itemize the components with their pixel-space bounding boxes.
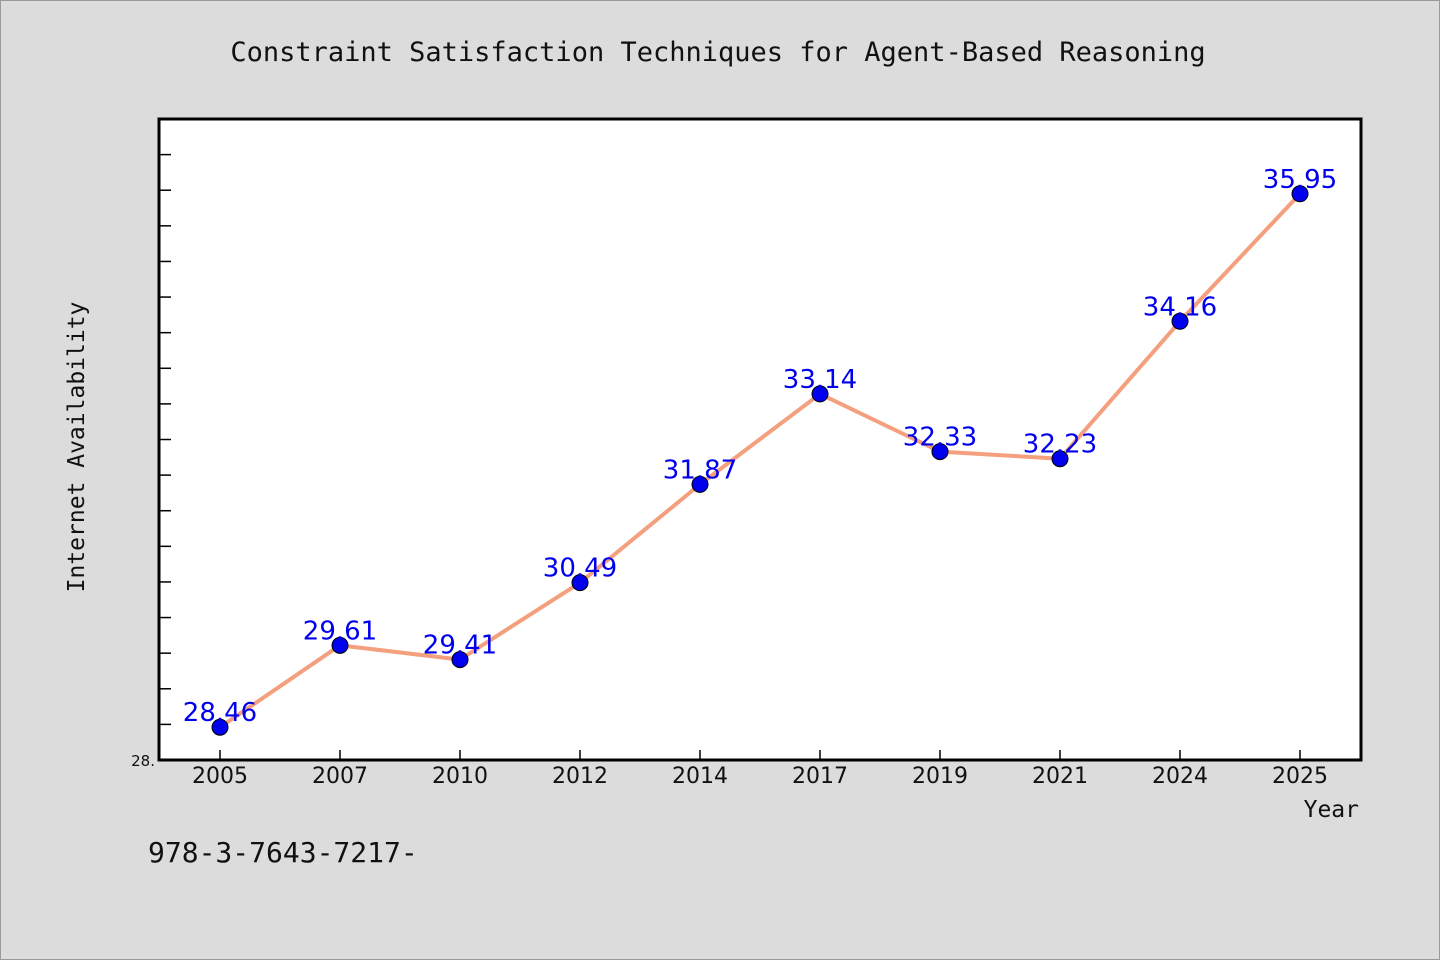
series-markers <box>211 185 1309 736</box>
x-tick-label: 2014 <box>672 764 728 789</box>
data-label: 35.95 <box>1263 165 1337 195</box>
data-label: 32.33 <box>903 423 977 453</box>
x-axis-label: Year <box>1304 797 1359 823</box>
y-axis-label: Internet Availability <box>64 302 90 593</box>
x-tick-label: 2024 <box>1152 764 1208 789</box>
data-label: 33.14 <box>783 365 857 395</box>
data-point <box>691 475 709 493</box>
data-point <box>931 443 949 461</box>
data-point <box>1291 185 1309 203</box>
data-label: 32.23 <box>1023 430 1097 460</box>
data-label: 30.49 <box>543 554 617 584</box>
chart-title: Constraint Satisfaction Techniques for A… <box>230 37 1205 68</box>
y-tick-label: 28. <box>131 752 155 770</box>
data-point <box>1171 312 1189 330</box>
data-label: 28.46 <box>183 698 257 728</box>
data-point <box>211 718 229 736</box>
x-tick-label: 2025 <box>1272 764 1328 789</box>
x-tick-label: 2005 <box>192 764 248 789</box>
data-point <box>1051 450 1069 468</box>
x-axis-ticks: 2005 2007 2010 2012 2014 2017 2019 2021 2024 2025 <box>192 750 1328 789</box>
y-axis-ticks <box>159 118 171 726</box>
x-tick-label: 2012 <box>552 764 608 789</box>
data-label: 31.87 <box>663 455 737 485</box>
series-line <box>218 192 1302 729</box>
data-label: 34.16 <box>1143 292 1217 322</box>
data-label: 29.41 <box>423 631 497 661</box>
data-labels: 28.46 29.61 29.41 30.49 31.87 33.14 32.33 32.23… <box>183 165 1337 728</box>
plot-area <box>157 117 1363 762</box>
data-label: 29.61 <box>303 616 377 646</box>
x-tick-label: 2007 <box>312 764 368 789</box>
x-tick-label: 2019 <box>912 764 968 789</box>
data-point <box>571 574 589 592</box>
footer-text: 978-3-7643-7217- <box>148 836 418 869</box>
data-point <box>331 636 349 654</box>
x-tick-label: 2010 <box>432 764 488 789</box>
x-tick-label: 2021 <box>1032 764 1088 789</box>
data-point <box>811 385 829 403</box>
series-layer <box>218 192 1302 729</box>
x-tick-label: 2017 <box>792 764 848 789</box>
data-point <box>451 651 469 669</box>
